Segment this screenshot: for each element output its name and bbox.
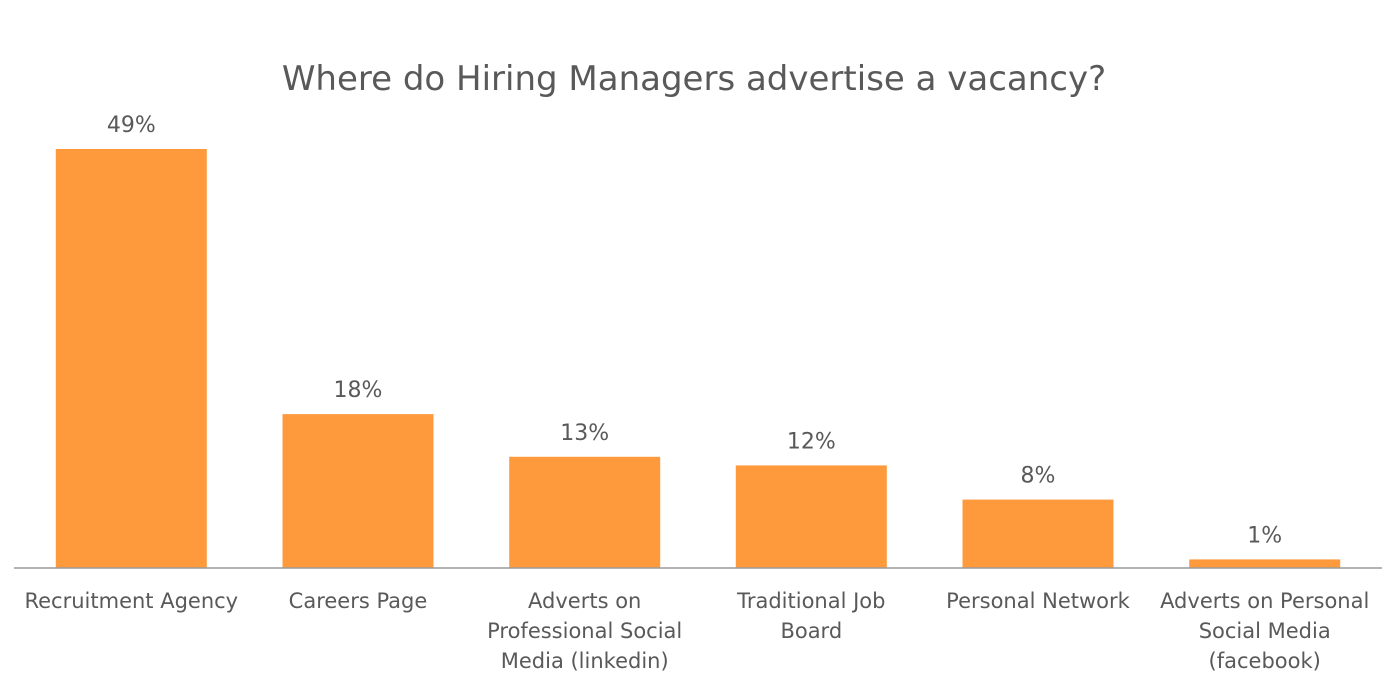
data-label-4: 12% xyxy=(787,429,836,454)
category-label-line: Board xyxy=(780,619,842,643)
category-label-line: Adverts on xyxy=(528,589,641,613)
bars-group xyxy=(55,149,1341,568)
category-label-4: Traditional Job Board xyxy=(736,589,885,643)
category-label-line: Careers Page xyxy=(289,589,428,613)
category-label-line: Personal Network xyxy=(946,589,1130,613)
category-label-line: Traditional Job xyxy=(736,589,885,613)
category-labels-group: Recruitment Agency Careers Page Adverts on… xyxy=(24,589,1369,673)
category-label-line: (facebook) xyxy=(1209,649,1321,673)
bar-3 xyxy=(509,456,661,568)
data-labels-group: 49% 18% 13% 12% 8% 1% xyxy=(107,113,1282,548)
data-label-2: 18% xyxy=(334,378,383,403)
data-label-3: 13% xyxy=(560,421,609,446)
category-label-3: Adverts on Professional Social Media (link… xyxy=(487,589,682,673)
category-label-5: Personal Network xyxy=(946,589,1130,613)
bar-5 xyxy=(962,499,1114,568)
bar-2 xyxy=(282,414,434,568)
data-label-1: 49% xyxy=(107,113,156,138)
chart-title: Where do Hiring Managers advertise a vac… xyxy=(282,59,1106,99)
category-label-line: Professional Social xyxy=(487,619,682,643)
category-label-line: Social Media xyxy=(1199,619,1331,643)
category-label-line: Recruitment Agency xyxy=(24,589,238,613)
bar-6 xyxy=(1189,559,1341,568)
data-label-6: 1% xyxy=(1247,523,1282,548)
category-label-6: Adverts on Personal Social Media (facebook… xyxy=(1160,589,1369,673)
category-label-2: Careers Page xyxy=(289,589,428,613)
data-label-5: 8% xyxy=(1021,464,1056,489)
bar-4 xyxy=(735,465,887,568)
category-label-line: Adverts on Personal xyxy=(1160,589,1369,613)
category-label-1: Recruitment Agency xyxy=(24,589,238,613)
category-label-line: Media (linkedin) xyxy=(501,649,669,673)
bar-1 xyxy=(55,149,207,568)
